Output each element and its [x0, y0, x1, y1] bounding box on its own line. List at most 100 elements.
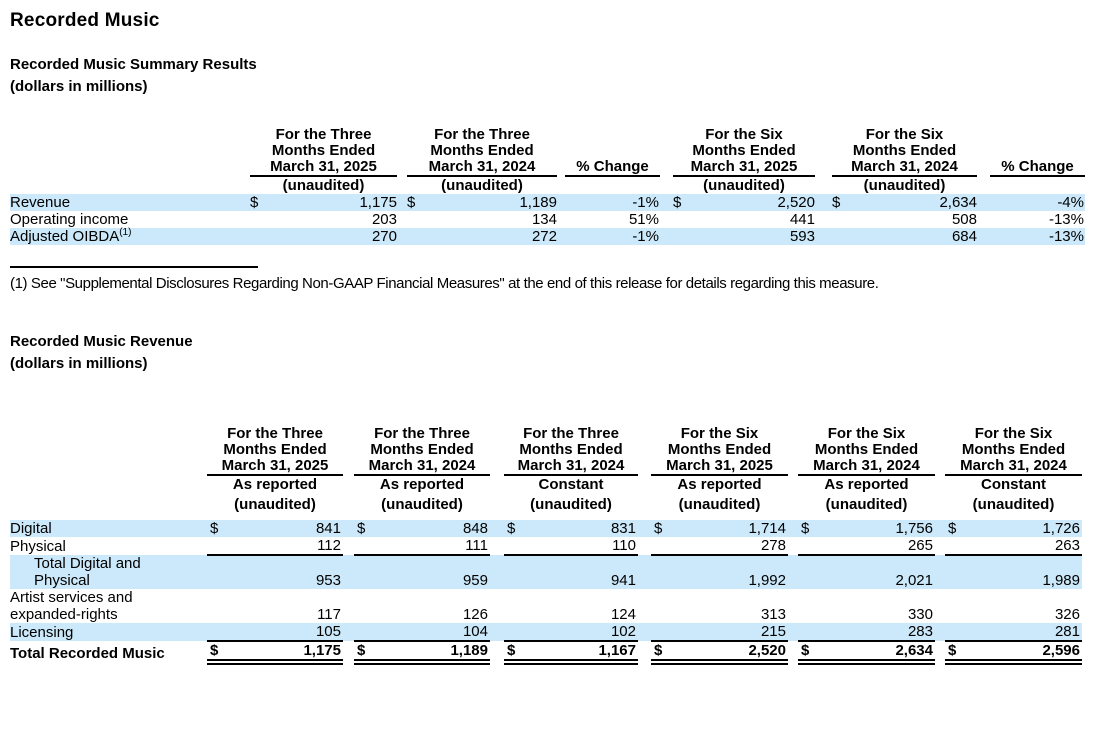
- value-cell: 1,175: [359, 194, 397, 211]
- column-gap: [935, 641, 945, 662]
- dollar-sign: [651, 555, 673, 589]
- footnote-text: (1) See "Supplemental Disclosures Regard…: [10, 275, 879, 292]
- row-label: Revenue: [10, 194, 71, 211]
- dollar-sign: [945, 623, 967, 642]
- value-cell: 2,596: [967, 641, 1082, 665]
- basis-label-six-months-2025-reported: As reported: [677, 476, 762, 493]
- column-gap: [490, 537, 504, 555]
- dollar-sign: [354, 537, 376, 556]
- column-header-three-months-2025-reported: For the Three Months Ended March 31, 2025: [207, 426, 343, 476]
- unaudited-label-three-months-2025-reported: (unaudited): [234, 496, 316, 513]
- column-gap: [977, 228, 990, 245]
- basis-label-three-months-2024-reported: As reported: [379, 476, 465, 493]
- value-cell: 283: [820, 623, 935, 642]
- pct-value-cell: -4%: [1057, 194, 1084, 211]
- unaudited-label-three-months-2024-reported: (unaudited): [381, 496, 463, 513]
- column-header-six-months-2024: For the Six Months Ended March 31, 2024: [832, 127, 977, 177]
- column-header-three-months-2024: For the Three Months Ended March 31, 2024: [407, 127, 557, 177]
- value-cell: 1,714: [748, 520, 786, 537]
- column-gap: [343, 589, 354, 623]
- column-gap: [557, 127, 565, 176]
- dollar-sign: [651, 537, 673, 556]
- column-gap: [935, 475, 945, 493]
- column-gap: [660, 194, 673, 211]
- table-row-total-digital-and-physical: Total Digital and Physical 953 959 941 1,992 2…: [10, 555, 1082, 589]
- column-gap: [815, 194, 832, 211]
- value-cell: 265: [820, 537, 935, 556]
- dollar-sign: [832, 211, 854, 228]
- column-gap: [343, 520, 354, 537]
- unaudited-row: (unaudited) (unaudited) (unaudited) (unaudi…: [10, 493, 1082, 520]
- column-header-three-months-2024-constant: For the Three Months Ended March 31, 2024: [504, 426, 638, 476]
- column-gap: [343, 426, 354, 475]
- row-label: Operating income: [10, 211, 129, 228]
- column-gap: [397, 194, 407, 211]
- value-cell: 593: [789, 228, 815, 245]
- dollar-sign: [798, 623, 820, 642]
- value-cell: 117: [317, 606, 341, 623]
- header-row: For the Three Months Ended March 31, 2025 F…: [10, 127, 1085, 177]
- column-gap: [343, 641, 354, 662]
- dollar-sign: $: [357, 520, 366, 537]
- basis-label-six-months-2024-constant: Constant: [981, 476, 1046, 493]
- dollar-sign: [673, 211, 695, 228]
- row-label: Total Digital and Physical: [34, 555, 141, 589]
- unaudited-label-six-months-2025: (unaudited): [703, 177, 785, 194]
- value-cell: 1,189: [519, 194, 557, 211]
- column-gap: [638, 555, 651, 589]
- row-label: Total Recorded Music: [10, 645, 165, 662]
- value-cell: 1,189: [376, 641, 490, 665]
- column-gap: [935, 520, 945, 537]
- dollar-sign: [651, 589, 673, 623]
- column-gap: [638, 520, 651, 537]
- dollar-sign: [945, 555, 967, 589]
- column-gap: [490, 475, 504, 493]
- value-cell: 2,520: [673, 641, 788, 665]
- column-gap: [557, 211, 565, 228]
- dollar-sign: $: [207, 641, 229, 665]
- value-cell: 105: [229, 623, 343, 642]
- column-gap: [935, 589, 945, 623]
- column-gap: [788, 493, 798, 520]
- row-label: Artist services and expanded-rights: [10, 589, 133, 623]
- table-row-operating-income: Operating income 203 134 51% 441 508 -13%: [10, 211, 1085, 228]
- pct-value-cell: -1%: [632, 194, 659, 211]
- value-cell: 2,520: [777, 194, 815, 211]
- value-cell: 1,167: [526, 641, 638, 665]
- dollar-sign: [504, 623, 526, 642]
- unaudited-label-six-months-2024-reported: (unaudited): [825, 496, 908, 513]
- column-header-pct-change-six-months: % Change: [990, 127, 1085, 177]
- dollar-sign: $: [945, 641, 967, 665]
- dollar-sign: $: [801, 520, 810, 537]
- value-cell: 134: [531, 211, 557, 228]
- dollar-sign: $: [354, 641, 376, 665]
- value-cell: 281: [967, 623, 1082, 642]
- pct-value-cell: -1%: [632, 228, 659, 245]
- dollar-sign: [354, 589, 376, 623]
- column-gap: [815, 228, 832, 245]
- column-gap: [638, 623, 651, 641]
- value-cell: 848: [462, 520, 488, 537]
- column-gap: [935, 426, 945, 475]
- revenue-subheading: (dollars in millions): [10, 355, 148, 372]
- column-gap: [343, 493, 354, 520]
- row-label-header-spacer: [10, 475, 207, 493]
- value-cell: 326: [1054, 606, 1080, 623]
- column-gap: [788, 520, 798, 537]
- dollar-sign: [250, 228, 272, 245]
- column-gap: [788, 537, 798, 555]
- column-gap: [343, 475, 354, 493]
- dollar-sign: [945, 537, 967, 556]
- revenue-table: For the Three Months Ended March 31, 2025 F…: [10, 426, 1082, 665]
- dollar-sign: $: [210, 520, 219, 537]
- pct-value-cell: 51%: [628, 211, 659, 228]
- column-gap: [935, 623, 945, 641]
- row-label: Adjusted OIBDA(1): [10, 227, 132, 246]
- dollar-sign: [832, 228, 854, 245]
- value-cell: 953: [315, 572, 341, 589]
- row-label-header-spacer: [10, 176, 250, 194]
- basis-label-three-months-2024-constant: Constant: [538, 476, 604, 493]
- revenue-heading: Recorded Music Revenue: [10, 333, 193, 350]
- row-label: Physical: [10, 538, 66, 555]
